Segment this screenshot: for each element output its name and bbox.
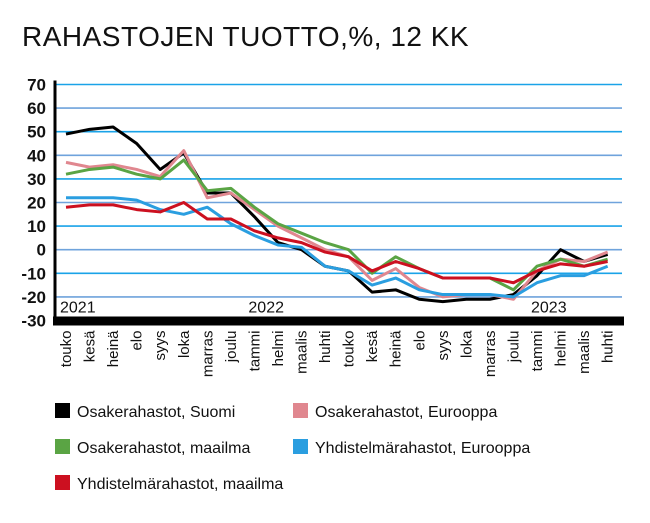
- x-tick-label: syys: [152, 331, 169, 361]
- x-tick-label: tammi: [529, 331, 546, 372]
- y-tick-label: 60: [27, 99, 46, 118]
- legend-swatch: [293, 403, 308, 418]
- y-tick-label: 10: [27, 217, 46, 236]
- legend-label: Osakerahastot, Eurooppa: [315, 404, 497, 421]
- x-tick-label: maalis: [294, 331, 311, 374]
- x-tick-label: joulu: [505, 331, 522, 364]
- chart-title: RAHASTOJEN TUOTTO,%, 12 KK: [22, 21, 469, 52]
- x-tick-label: elo: [129, 331, 146, 351]
- x-tick-label: marras: [482, 331, 499, 378]
- y-tick-label: 50: [27, 123, 46, 142]
- y-tick-label: 40: [27, 146, 46, 165]
- year-label: 2023: [531, 300, 567, 317]
- x-tick-label: huhti: [317, 331, 334, 364]
- legend-label: Osakerahastot, maailma: [77, 440, 251, 457]
- series-line-2: [65, 158, 609, 292]
- year-label: 2022: [248, 300, 284, 317]
- x-tick-label: kesä: [82, 330, 99, 362]
- y-tick-label: -10: [21, 264, 46, 283]
- x-tick-label: loka: [176, 330, 193, 358]
- y-tick-label: 70: [27, 76, 46, 95]
- x-tick-label: huhti: [600, 331, 617, 364]
- legend-label: Osakerahastot, Suomi: [77, 404, 235, 421]
- legend-swatch: [55, 403, 70, 418]
- x-tick-label: elo: [411, 331, 428, 351]
- y-tick-label: 20: [27, 194, 46, 213]
- x-tick-label: heinä: [388, 330, 405, 367]
- y-tick-label: 30: [27, 170, 46, 189]
- series-line-4: [65, 201, 608, 285]
- x-tick-label: helmi: [270, 331, 287, 367]
- x-tick-label: helmi: [553, 331, 570, 367]
- series-line-3: [66, 196, 609, 299]
- y-tick-label: 0: [37, 241, 46, 260]
- legend-label: Yhdistelmärahastot, Eurooppa: [315, 440, 530, 457]
- year-label: 2021: [60, 300, 96, 317]
- x-axis-bar: [53, 316, 624, 326]
- legend-swatch: [55, 439, 70, 454]
- x-tick-label: syys: [435, 331, 452, 361]
- legend-label: Yhdistelmärahastot, maailma: [77, 476, 283, 493]
- x-tick-label: marras: [199, 331, 216, 378]
- x-tick-label: tammi: [246, 331, 263, 372]
- y-tick-label: -30: [21, 312, 46, 331]
- legend-swatch: [55, 475, 70, 490]
- x-tick-label: joulu: [223, 331, 240, 364]
- legend-swatch: [293, 439, 308, 454]
- x-tick-label: maalis: [576, 331, 593, 374]
- x-tick-label: touko: [341, 331, 358, 368]
- x-tick-label: kesä: [364, 330, 381, 362]
- y-tick-label: -20: [21, 288, 46, 307]
- x-tick-label: touko: [58, 331, 75, 368]
- x-tick-label: loka: [458, 330, 475, 358]
- x-tick-label: heinä: [105, 330, 122, 367]
